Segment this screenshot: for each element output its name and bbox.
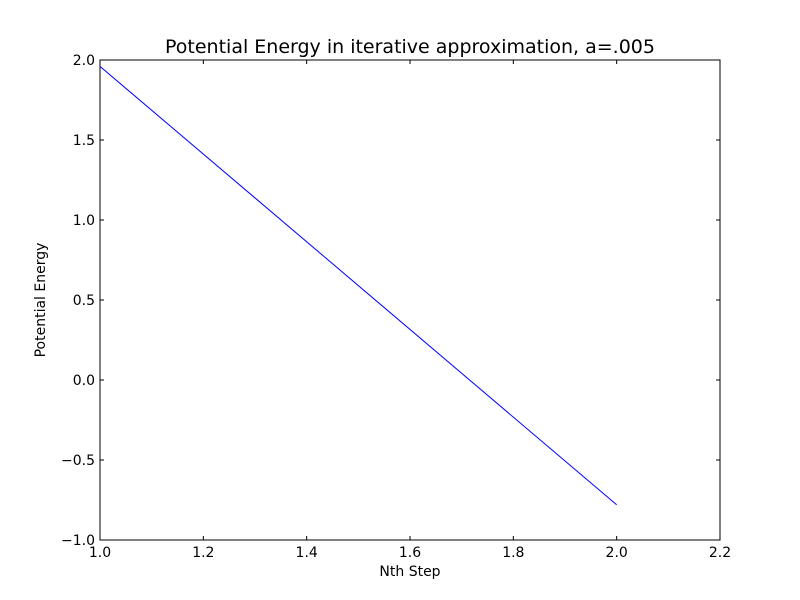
x-tick-label: 1.2 [192, 545, 214, 561]
x-axis-label: Nth Step [379, 564, 440, 580]
x-tick-label: 1.8 [502, 545, 524, 561]
y-tick-label: −1.0 [61, 533, 95, 549]
x-axis: 1.0 1.2 1.4 1.6 1.8 2.0 2.2 [89, 60, 731, 561]
plot-frame [99, 59, 721, 541]
y-tick-label: 0.0 [73, 373, 95, 389]
x-tick-label: 1.0 [89, 545, 111, 561]
x-tick-label: 1.4 [296, 545, 318, 561]
y-axis-label: Potential Energy [33, 243, 49, 358]
x-tick-label: 1.6 [399, 545, 421, 561]
plot-area [99, 59, 721, 541]
y-tick-label: 1.5 [73, 133, 95, 149]
x-tick-label: 2.2 [709, 545, 731, 561]
series-line [99, 66, 617, 506]
y-tick-label: −0.5 [61, 453, 95, 469]
chart-title: Potential Energy in iterative approximat… [165, 36, 655, 58]
y-tick-label: 1.0 [73, 213, 95, 229]
y-tick-label: 2.0 [73, 53, 95, 69]
y-axis: −1.0 −0.5 0.0 0.5 1.0 1.5 2.0 [61, 53, 720, 549]
x-tick-label: 2.0 [606, 545, 628, 561]
y-tick-label: 0.5 [73, 293, 95, 309]
series-layer [99, 66, 617, 506]
